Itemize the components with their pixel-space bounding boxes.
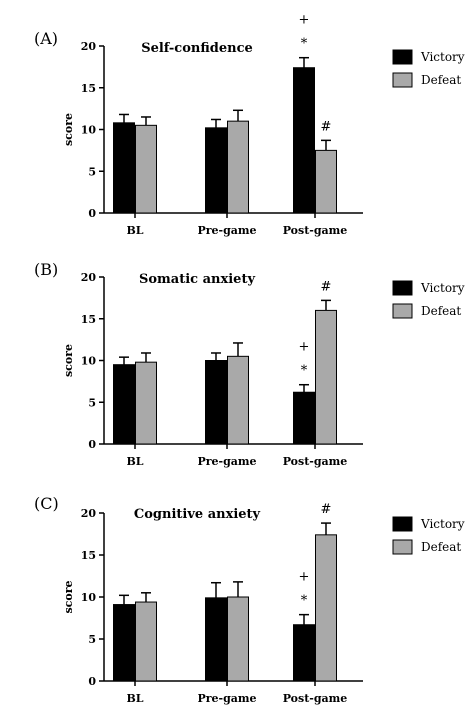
bar <box>315 149 337 214</box>
y-tick-label: 15 <box>81 82 96 95</box>
bar <box>227 120 249 214</box>
significance-marker: * <box>301 594 308 609</box>
x-tick-label: Pre-game <box>197 692 256 705</box>
significance-marker: # <box>321 119 332 134</box>
chart-title: Cognitive anxiety <box>134 507 261 522</box>
bar <box>135 361 157 445</box>
y-tick-label: 20 <box>81 271 97 284</box>
chart-panel: (A) Self-confidence score 0 5 10 15 20 BL Pre-gam… <box>34 13 465 237</box>
x-tick-label: Pre-game <box>197 224 256 237</box>
x-tick-label: BL <box>126 224 143 237</box>
significance-marker: + <box>299 570 310 585</box>
legend-swatch <box>392 303 413 319</box>
y-tick-label: 15 <box>81 313 96 326</box>
bar <box>135 601 157 682</box>
y-tick-label: 5 <box>88 396 96 409</box>
bar <box>113 604 135 682</box>
bar <box>227 355 249 445</box>
significance-marker: * <box>301 37 308 52</box>
x-tick-label: Pre-game <box>197 455 256 468</box>
legend-label: Defeat <box>421 304 461 318</box>
legend-label: Victory <box>420 517 465 531</box>
y-tick-label: 0 <box>88 207 96 220</box>
legend-label: Defeat <box>421 540 461 554</box>
bar <box>293 624 315 682</box>
y-tick-label: 20 <box>81 507 97 520</box>
y-tick-label: 20 <box>81 40 97 53</box>
y-tick-label: 10 <box>81 124 97 137</box>
chart-panel: (C) Cognitive anxiety score 0 5 10 15 20 BL Pre-g… <box>34 494 465 705</box>
significance-marker: * <box>301 364 308 379</box>
panel-label: (C) <box>34 494 59 513</box>
legend-label: Victory <box>420 50 465 64</box>
y-tick-label: 0 <box>88 438 96 451</box>
bar <box>227 596 249 682</box>
bar <box>315 534 337 682</box>
y-axis-label: score <box>62 344 75 377</box>
legend-swatch <box>392 72 413 88</box>
legend-label: Defeat <box>421 73 461 87</box>
y-axis-label: score <box>62 113 75 146</box>
bar <box>293 391 315 445</box>
panel-label: (A) <box>34 29 58 48</box>
bar <box>205 127 227 214</box>
bar <box>205 597 227 682</box>
x-tick-label: Post-game <box>283 224 348 237</box>
bar <box>315 309 337 445</box>
legend-swatch <box>392 539 413 555</box>
y-axis-label: score <box>62 580 75 613</box>
x-tick-label: Post-game <box>283 455 348 468</box>
legend-swatch <box>392 516 413 532</box>
bar <box>205 360 227 445</box>
y-tick-label: 5 <box>88 633 96 646</box>
significance-marker: + <box>299 340 310 355</box>
y-tick-label: 5 <box>88 165 96 178</box>
significance-marker: + <box>299 13 310 28</box>
x-tick-label: Post-game <box>283 692 348 705</box>
bar <box>113 364 135 445</box>
chart-title: Somatic anxiety <box>139 272 255 287</box>
legend-label: Victory <box>420 281 465 295</box>
panel-label: (B) <box>34 260 58 279</box>
bar <box>135 124 157 214</box>
significance-marker: # <box>321 279 332 294</box>
y-tick-label: 10 <box>81 355 97 368</box>
bar <box>113 122 135 214</box>
y-tick-label: 15 <box>81 549 96 562</box>
legend-swatch <box>392 49 413 65</box>
legend-swatch <box>392 280 413 296</box>
chart-title: Self-confidence <box>141 41 253 56</box>
x-tick-label: BL <box>126 692 143 705</box>
chart-panel: (B) Somatic anxiety score 0 5 10 15 20 BL Pre-gam… <box>34 260 465 468</box>
y-tick-label: 10 <box>81 591 97 604</box>
significance-marker: # <box>321 502 332 517</box>
x-tick-label: BL <box>126 455 143 468</box>
y-tick-label: 0 <box>88 675 96 688</box>
bar <box>293 67 315 214</box>
